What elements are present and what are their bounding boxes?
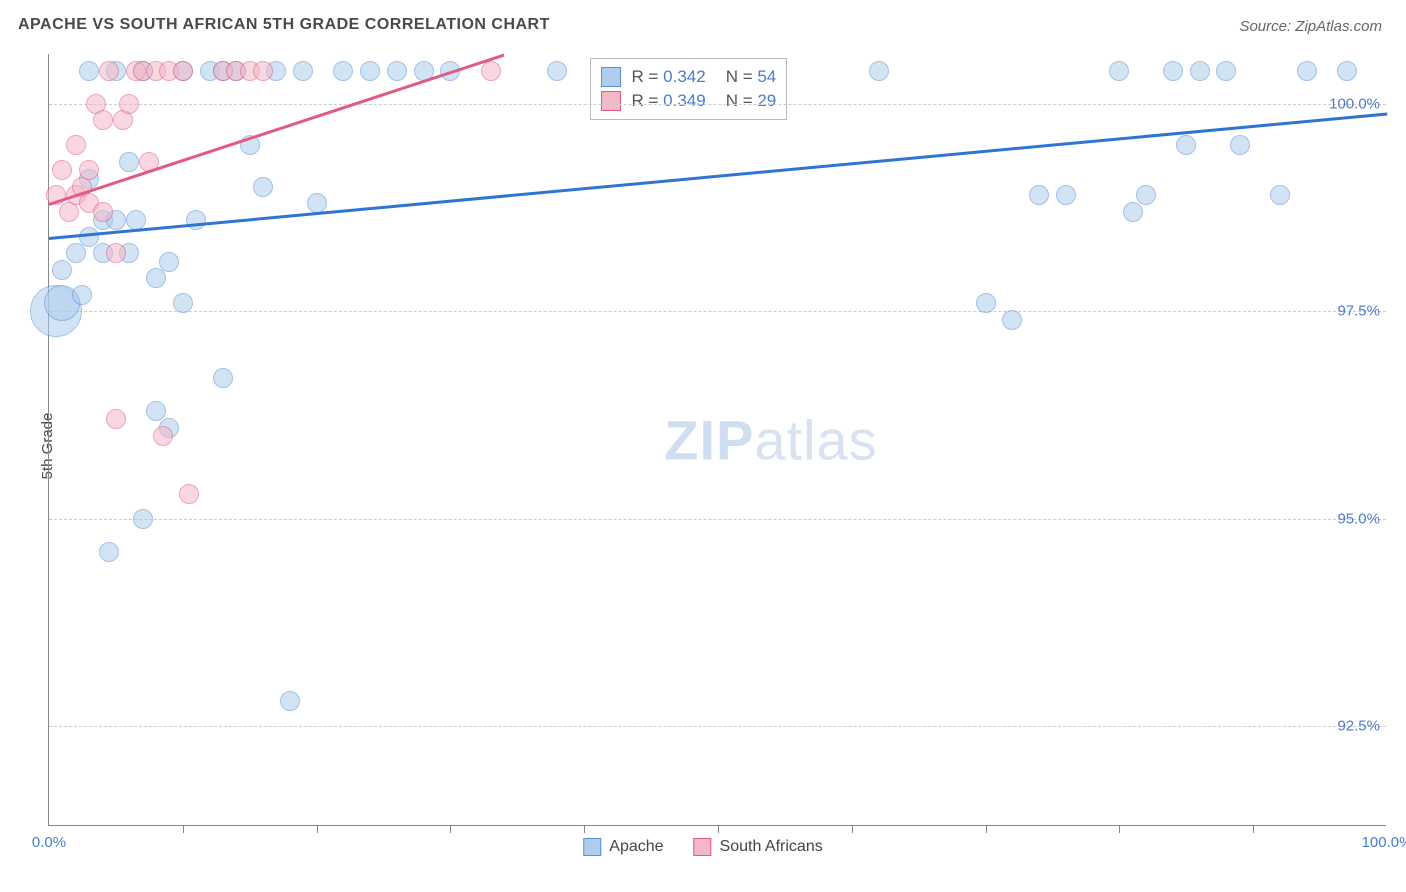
data-point [481, 61, 501, 81]
trend-line [49, 112, 1387, 240]
gridline [49, 726, 1386, 727]
data-point [93, 202, 113, 222]
n-label: N = 54 [726, 67, 777, 87]
data-point [547, 61, 567, 81]
data-point [1297, 61, 1317, 81]
x-tick-mark [584, 825, 585, 833]
data-point [179, 484, 199, 504]
footer-legend: Apache South Africans [583, 838, 822, 856]
data-point [146, 401, 166, 421]
n-label: N = 29 [726, 91, 777, 111]
data-point [253, 61, 273, 81]
data-point [52, 160, 72, 180]
x-tick-mark [317, 825, 318, 833]
legend-item: South Africans [694, 838, 823, 856]
data-point [66, 243, 86, 263]
data-point [159, 252, 179, 272]
x-tick-mark [1119, 825, 1120, 833]
stats-box: R = 0.342 N = 54 R = 0.349 N = 29 [590, 58, 787, 120]
data-point [333, 61, 353, 81]
chart-title: APACHE VS SOUTH AFRICAN 5TH GRADE CORREL… [18, 16, 550, 34]
data-point [173, 61, 193, 81]
data-point [213, 368, 233, 388]
data-point [1123, 202, 1143, 222]
stats-row: R = 0.342 N = 54 [601, 65, 776, 89]
y-tick-label: 92.5% [1337, 718, 1380, 735]
x-tick-label: 100.0% [1362, 834, 1406, 851]
data-point [126, 210, 146, 230]
data-point [1163, 61, 1183, 81]
data-point [1270, 185, 1290, 205]
chart-container: APACHE VS SOUTH AFRICAN 5TH GRADE CORREL… [0, 0, 1406, 892]
data-point [1337, 61, 1357, 81]
data-point [106, 243, 126, 263]
watermark: ZIPatlas [664, 407, 877, 472]
x-tick-mark [852, 825, 853, 833]
legend-chip [601, 91, 621, 111]
data-point [1109, 61, 1129, 81]
x-tick-mark [986, 825, 987, 833]
data-point [1190, 61, 1210, 81]
data-point [146, 268, 166, 288]
data-point [173, 293, 193, 313]
data-point [280, 691, 300, 711]
legend-label: Apache [609, 838, 663, 856]
gridline [49, 519, 1386, 520]
data-point [1056, 185, 1076, 205]
data-point [1029, 185, 1049, 205]
data-point [153, 426, 173, 446]
r-label: R = 0.342 [631, 67, 705, 87]
data-point [133, 509, 153, 529]
data-point [1002, 310, 1022, 330]
x-tick-mark [1253, 825, 1254, 833]
plot-area: ZIPatlas R = 0.342N = 54R = 0.349N = 29 … [48, 54, 1386, 826]
stats-row: R = 0.349 N = 29 [601, 89, 776, 113]
data-point [79, 160, 99, 180]
source-label: Source: ZipAtlas.com [1239, 18, 1382, 35]
data-point [869, 61, 889, 81]
legend-label: South Africans [720, 838, 823, 856]
y-tick-label: 97.5% [1337, 303, 1380, 320]
data-point [119, 94, 139, 114]
legend-chip [694, 838, 712, 856]
data-point [1230, 135, 1250, 155]
x-tick-label: 0.0% [32, 834, 66, 851]
gridline [49, 311, 1386, 312]
data-point [99, 61, 119, 81]
data-point [99, 542, 119, 562]
x-tick-mark [183, 825, 184, 833]
data-point [72, 285, 92, 305]
x-tick-mark [450, 825, 451, 833]
y-tick-label: 100.0% [1329, 95, 1380, 112]
gridline [49, 104, 1386, 105]
data-point [106, 409, 126, 429]
legend-chip [583, 838, 601, 856]
x-tick-mark [718, 825, 719, 833]
data-point [186, 210, 206, 230]
r-label: R = 0.349 [631, 91, 705, 111]
data-point [387, 61, 407, 81]
y-tick-label: 95.0% [1337, 510, 1380, 527]
data-point [293, 61, 313, 81]
data-point [976, 293, 996, 313]
data-point [52, 260, 72, 280]
data-point [79, 61, 99, 81]
data-point [360, 61, 380, 81]
legend-item: Apache [583, 838, 663, 856]
data-point [253, 177, 273, 197]
data-point [1176, 135, 1196, 155]
data-point [1136, 185, 1156, 205]
data-point [119, 152, 139, 172]
legend-chip [601, 67, 621, 87]
data-point [93, 110, 113, 130]
data-point [1216, 61, 1236, 81]
data-point [66, 135, 86, 155]
